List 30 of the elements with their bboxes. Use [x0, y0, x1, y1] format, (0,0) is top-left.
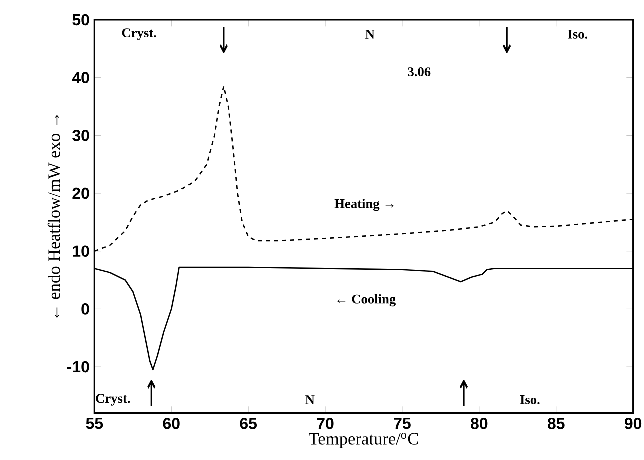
annotation: ↓	[503, 27, 512, 54]
annotation: ← Cooling	[338, 294, 396, 307]
y-axis-title: ← endo Heatflow/mW exo →	[48, 115, 60, 318]
annotation: Iso.	[520, 396, 540, 404]
annotation: ↑	[460, 380, 468, 406]
y-tick-label: 50	[72, 14, 90, 26]
annotation: N	[306, 396, 315, 404]
x-tick-label: 85	[548, 418, 565, 430]
x-tick-label: 75	[394, 418, 411, 430]
x-tick-label: 90	[624, 418, 642, 430]
y-tick-label: 30	[72, 130, 90, 142]
x-tick-label: 55	[86, 418, 104, 430]
x-tick-label: 65	[240, 418, 258, 430]
y-tick-label: 10	[73, 246, 90, 258]
annotation: 3.06	[408, 68, 431, 77]
y-tick-label: -10	[67, 361, 90, 373]
y-tick-label: 40	[72, 72, 90, 84]
annotation: Cryst.	[96, 394, 130, 406]
annotation: Heating →	[334, 198, 394, 212]
annotation: ↑	[148, 380, 156, 406]
annotation: Iso.	[568, 30, 588, 39]
x-tick-label: 70	[317, 418, 334, 430]
y-tick-label: 0	[82, 304, 90, 315]
y-tick-label: 20	[72, 188, 90, 200]
x-axis-title: Temperature/$^{o}$C	[309, 433, 418, 448]
annotation: Cryst.	[122, 28, 156, 40]
x-tick-label: 60	[163, 418, 180, 430]
annotation: N	[366, 30, 375, 39]
x-tick-label: 80	[471, 418, 488, 430]
annotation: ↓	[220, 27, 228, 54]
